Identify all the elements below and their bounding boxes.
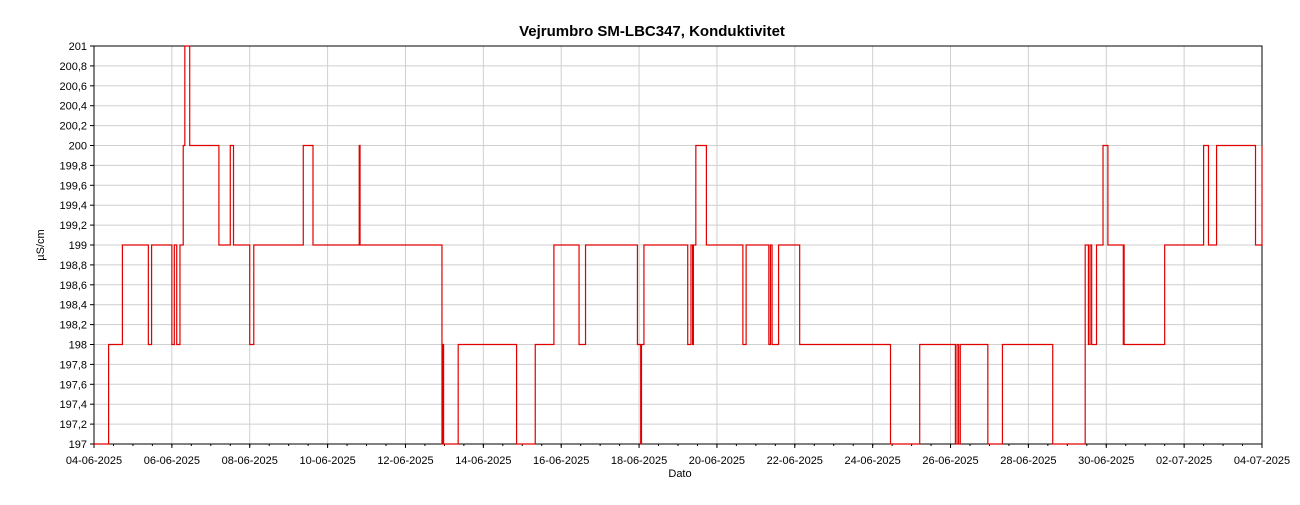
x-tick-label: 28-06-2025 (1000, 455, 1056, 467)
x-tick-label: 30-06-2025 (1078, 455, 1134, 467)
y-tick-label: 198 (69, 340, 87, 352)
x-tick-label: 14-06-2025 (455, 455, 511, 467)
y-tick-label: 200,4 (59, 101, 87, 113)
y-tick-label: 200,2 (59, 121, 87, 133)
x-tick-label: 08-06-2025 (222, 455, 278, 467)
x-axis-label: Dato (668, 468, 691, 480)
y-tick-label: 198,2 (59, 320, 87, 332)
y-tick-label: 198,8 (59, 260, 87, 272)
y-tick-label: 197,8 (59, 359, 87, 371)
y-tick-label: 200 (69, 141, 87, 153)
x-tick-label: 24-06-2025 (845, 455, 901, 467)
y-tick-label: 199,2 (59, 220, 87, 232)
y-tick-label: 197 (69, 439, 87, 451)
y-tick-label: 199 (69, 240, 87, 252)
y-tick-label: 197,6 (59, 379, 87, 391)
x-tick-label: 22-06-2025 (767, 455, 823, 467)
y-tick-label: 201 (69, 41, 87, 53)
y-tick-label: 197,4 (59, 399, 87, 411)
y-tick-label: 197,2 (59, 419, 87, 431)
y-axis-label: µS/cm (35, 229, 47, 260)
x-tick-label: 26-06-2025 (922, 455, 978, 467)
y-tick-label: 199,8 (59, 160, 87, 172)
x-tick-label: 12-06-2025 (377, 455, 433, 467)
series-layer (94, 45, 1263, 445)
chart-title: Vejrumbro SM-LBC347, Konduktivitet (519, 23, 785, 40)
y-tick-label: 199,4 (59, 200, 87, 212)
x-tick-label: 04-07-2025 (1234, 455, 1290, 467)
x-tick-label: 02-07-2025 (1156, 455, 1212, 467)
y-tick-label: 200,6 (59, 81, 87, 93)
x-tick-label: 20-06-2025 (689, 455, 745, 467)
y-tick-label: 200,8 (59, 61, 87, 73)
x-axis: 04-06-2025 06-06-2025 08-06-2025 10-06-2025… (66, 444, 1290, 467)
x-tick-label: 10-06-2025 (299, 455, 355, 467)
y-tick-label: 198,6 (59, 280, 87, 292)
y-tick-label: 199,6 (59, 180, 87, 192)
x-tick-label: 16-06-2025 (533, 455, 589, 467)
y-tick-label: 198,4 (59, 300, 87, 312)
y-axis: 197 197,2 197,4 197,6 197,8 198 198,2 198,4 198,… (59, 41, 94, 451)
x-tick-label: 06-06-2025 (144, 455, 200, 467)
x-tick-label: 04-06-2025 (66, 455, 122, 467)
x-tick-label: 18-06-2025 (611, 455, 667, 467)
series-line (94, 45, 1263, 445)
